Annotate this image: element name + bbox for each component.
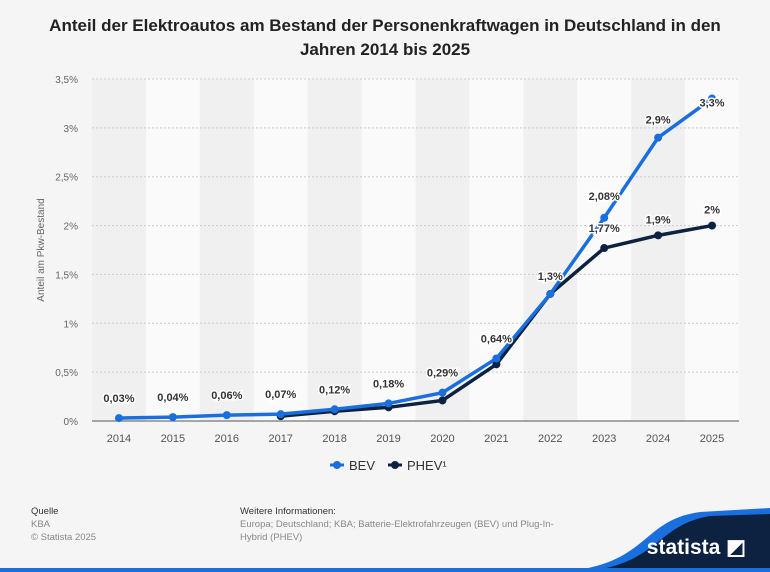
data-point <box>708 221 717 230</box>
x-tick-label: 2022 <box>538 433 562 445</box>
series-line-BEV <box>118 97 714 420</box>
source-block: Quelle KBA © Statista 2025 <box>31 505 96 544</box>
data-label: 3,3% <box>700 98 725 110</box>
y-tick-label: 2% <box>64 222 79 233</box>
info-block: Weitere Informationen: Europa; Deutschla… <box>240 505 560 544</box>
data-label: 0,29% <box>427 368 458 380</box>
data-point <box>438 396 447 405</box>
data-point <box>384 399 393 408</box>
footer-swoosh-dark <box>580 514 770 572</box>
data-label: 0,64% <box>481 333 512 345</box>
info-heading: Weitere Informationen: <box>240 506 336 517</box>
data-point <box>492 354 501 363</box>
column-band <box>253 79 308 421</box>
y-tick-label: 0% <box>64 417 79 428</box>
data-label: 1,9% <box>646 214 671 226</box>
y-axis-label: Anteil am Pkw-Bestand <box>36 198 47 301</box>
x-tick-label: 2015 <box>161 433 185 445</box>
logo-text: statista <box>646 536 721 559</box>
y-tick-label: 2,5% <box>55 173 78 184</box>
info-text: Europa; Deutschland; KBA; Batterie-Elekt… <box>240 519 554 543</box>
legend-label-PHEV: PHEV¹ <box>407 458 447 473</box>
x-tick-label: 2023 <box>592 433 616 445</box>
x-tick-label: 2014 <box>107 433 131 445</box>
data-label: 2% <box>704 205 720 217</box>
x-tick-label: 2021 <box>484 433 508 445</box>
y-tick-label: 1,5% <box>55 270 78 281</box>
data-label: 0,03% <box>103 393 134 405</box>
data-point <box>600 213 609 222</box>
data-point <box>708 94 717 103</box>
y-tick-label: 0,5% <box>55 368 78 379</box>
source-heading: Quelle <box>31 506 59 517</box>
x-tick-label: 2019 <box>376 433 400 445</box>
data-label: 1,77% <box>589 223 620 235</box>
x-tick-label: 2018 <box>322 433 346 445</box>
data-point <box>654 133 663 142</box>
data-label: 0,18% <box>373 378 404 390</box>
data-label: 2,9% <box>646 115 671 127</box>
data-label: 0,06% <box>211 390 242 402</box>
data-point <box>114 414 123 423</box>
x-tick-label: 2025 <box>700 433 724 445</box>
source-text: KBA <box>31 519 51 530</box>
y-tick-label: 3,5% <box>55 75 78 86</box>
column-band <box>685 79 739 421</box>
statista-logo[interactable]: statista ◩ <box>647 535 746 560</box>
footer-bar <box>0 568 770 572</box>
data-point <box>330 405 339 414</box>
x-tick-label: 2020 <box>430 433 454 445</box>
data-point <box>168 413 177 422</box>
data-point <box>438 388 447 397</box>
data-label: 0,12% <box>319 384 350 396</box>
chart-title: Anteil der Elektroautos am Bestand der P… <box>49 16 721 59</box>
column-band <box>361 79 416 421</box>
statista-logo-icon: ◩ <box>726 536 746 559</box>
data-point <box>600 244 609 253</box>
column-band <box>145 79 200 421</box>
x-tick-label: 2017 <box>268 433 292 445</box>
data-point <box>222 411 231 420</box>
x-tick-label: 2016 <box>215 433 239 445</box>
x-tick-label: 2024 <box>646 433 670 445</box>
y-tick-label: 1% <box>64 319 79 330</box>
data-point <box>492 360 501 369</box>
data-point <box>276 410 285 419</box>
legend-marker <box>391 461 399 469</box>
data-label: 0,07% <box>265 389 296 401</box>
data-label: 1,3% <box>538 271 563 283</box>
data-point <box>654 231 663 240</box>
data-label: 2,08% <box>589 191 620 203</box>
legend-label-BEV: BEV <box>349 458 375 473</box>
copyright: © Statista 2025 <box>31 532 97 543</box>
y-tick-label: 3% <box>64 124 79 135</box>
legend-marker <box>333 461 341 469</box>
data-label: 0,04% <box>157 392 188 404</box>
data-point <box>546 289 555 298</box>
